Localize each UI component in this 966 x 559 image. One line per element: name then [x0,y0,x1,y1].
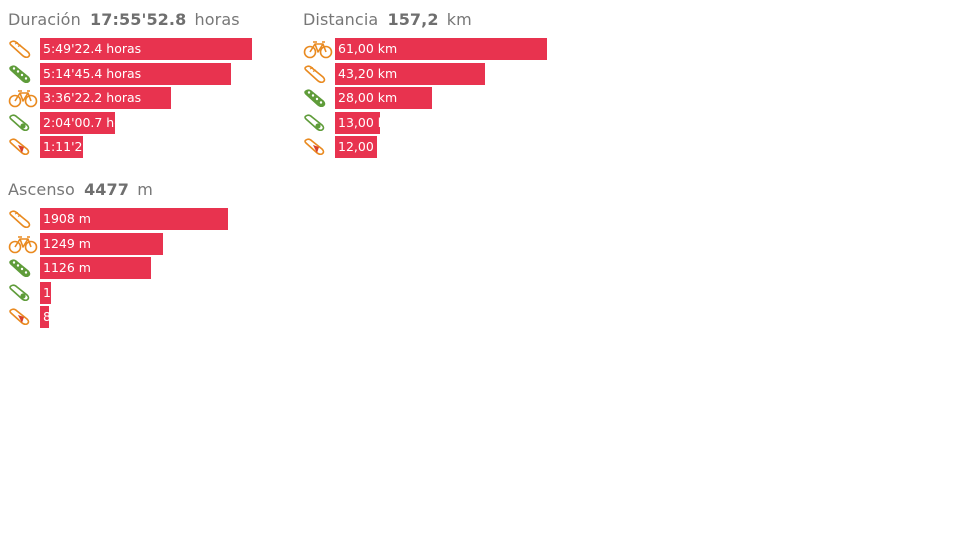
bar-value-label: 107 m [43,284,84,300]
walking-shoe-icon [8,283,38,303]
bar [40,111,115,134]
bar [40,62,231,85]
bar-value-label: 61,00 km [338,41,398,56]
bar [335,87,432,109]
bar-row: 13,00 km [303,111,472,137]
bar [40,232,163,255]
bar-row: 3:36'22.2 horas [8,87,240,112]
distance-panel: Distancia 157,2 km 61,00 km 43,20 km 28,00… [303,9,547,161]
total-value: 17:55'52.8 [90,10,187,29]
bar-row: 5:49'22.4 horas [8,38,252,63]
bar-row: 1:11'22.1 horas [8,136,240,161]
total-value: 4477 [84,180,130,199]
bar-value-label: 5:49'22.4 horas [43,41,142,56]
bar [40,136,83,158]
bar-row: 1249 m [8,232,163,258]
bar [40,38,252,60]
sprint-shoe-icon [8,307,38,327]
trail-shoe-icon [303,88,333,108]
bar-value-label: 3:36'22.2 horas [43,90,142,105]
bar [335,62,485,85]
bar-value-label: 43,20 km [338,65,398,81]
bar-row: 1908 m [8,208,228,233]
running-shoe-icon [8,39,38,59]
bar-rows: 61,00 km 43,20 km 28,00 km 13,00 km 12,00 km [303,38,547,161]
bicycle-icon [8,88,38,108]
trail-shoe-icon [8,64,38,84]
bar-value-label: 13,00 km [338,114,398,130]
title-label: Ascenso [8,180,75,199]
bar [40,208,228,230]
walking-shoe-icon [303,113,333,133]
bar-row: 107 m [8,281,153,307]
bar [40,281,51,304]
total-value: 157,2 [387,10,439,29]
bar-row: 28,00 km [303,87,472,112]
title-label: Duración [8,10,81,29]
trail-shoe-icon [8,258,38,278]
bar-row: 1126 m [8,257,153,282]
title-label: Distancia [303,10,379,29]
sprint-shoe-icon [8,137,38,157]
bar-row: 5:14'45.4 horas [8,62,240,88]
bar-value-label: 12,00 km [338,139,398,154]
bar-value-label: 1126 m [43,260,91,275]
bar [335,136,377,158]
bar [40,306,49,328]
bar-value-label: 1:11'22.1 horas [43,139,142,154]
bicycle-icon [303,39,333,59]
bar [335,38,547,60]
panel-title: Distancia 157,2 km [303,9,472,31]
bar-row: 87 m [8,306,153,331]
panel-title: Ascenso 4477 m [8,179,153,201]
bar-row: 2:04'00.7 horas [8,111,240,137]
walking-shoe-icon [8,113,38,133]
bar-value-label: 1908 m [43,211,91,226]
bar-row: 12,00 km [303,136,472,161]
bar-value-label: 2:04'00.7 horas [43,114,142,130]
total-unit: m [137,180,153,199]
bar-row: 61,00 km [303,38,547,63]
bar-value-label: 5:14'45.4 horas [43,65,142,81]
bar [40,87,171,109]
ascent-panel: Ascenso 4477 m 1908 m 1249 m 1126 m 107 m 87… [8,179,228,331]
running-shoe-icon [303,64,333,84]
bar-rows: 1908 m 1249 m 1126 m 107 m 87 m [8,208,228,331]
bar-value-label: 1249 m [43,235,91,251]
total-unit: km [446,10,472,29]
total-unit: horas [194,10,240,29]
running-shoe-icon [8,209,38,229]
bicycle-icon [8,234,38,254]
bar [335,111,380,134]
bar-value-label: 28,00 km [338,90,398,105]
bar-rows: 5:49'22.4 horas 5:14'45.4 horas 3:36'22.2 … [8,38,252,161]
bar [40,257,151,279]
bar-row: 43,20 km [303,62,485,88]
duration-panel: Duración 17:55'52.8 horas 5:49'22.4 hora… [8,9,252,161]
panel-title: Duración 17:55'52.8 horas [8,9,240,31]
bar-value-label: 87 m [43,309,76,324]
sprint-shoe-icon [303,137,333,157]
